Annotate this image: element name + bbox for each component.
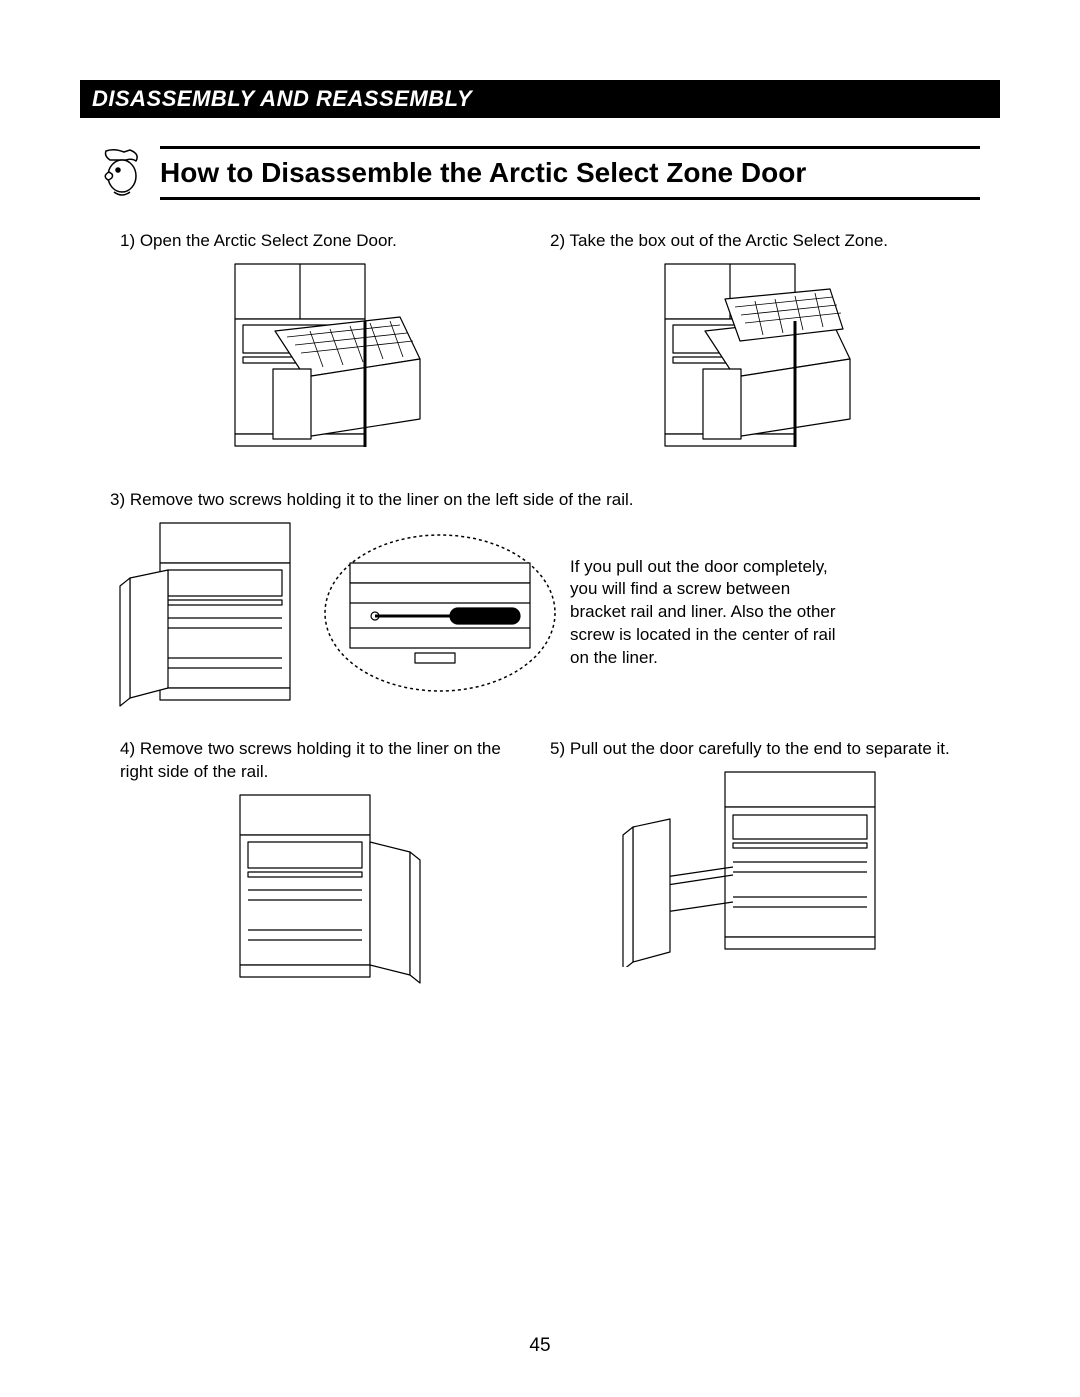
step-row-4-5: 4) Remove two screws holding it to the l… xyxy=(110,738,970,1020)
step-row-1-2: 1) Open the Arctic Select Zone Door. xyxy=(110,230,970,489)
figure-step-4-wrap xyxy=(120,790,530,990)
page-number: 45 xyxy=(0,1335,1080,1357)
figure-step-5-wrap xyxy=(550,767,960,967)
figure-step-2 xyxy=(645,259,865,459)
title-region: How to Disassemble the Arctic Select Zon… xyxy=(100,146,980,200)
figure-step-2-wrap xyxy=(550,259,960,459)
step-2-text: 2) Take the box out of the Arctic Select… xyxy=(550,230,960,253)
figure-step-1-wrap xyxy=(120,259,530,459)
step-5-text: 5) Pull out the door carefully to the en… xyxy=(550,738,960,761)
step-3-text: 3) Remove two screws holding it to the l… xyxy=(110,489,970,512)
step-1: 1) Open the Arctic Select Zone Door. xyxy=(110,230,540,489)
step-1-text: 1) Open the Arctic Select Zone Door. xyxy=(120,230,530,253)
step-2: 2) Take the box out of the Arctic Select… xyxy=(540,230,970,489)
title-block: How to Disassemble the Arctic Select Zon… xyxy=(160,146,980,200)
page-title: How to Disassemble the Arctic Select Zon… xyxy=(160,157,980,189)
figure-step-4 xyxy=(225,790,425,990)
figure-step-1 xyxy=(215,259,435,459)
step-5: 5) Pull out the door carefully to the en… xyxy=(540,738,970,1020)
figure-step-3-wrap: If you pull out the door completely, you… xyxy=(110,518,970,708)
step-3-note: If you pull out the door completely, you… xyxy=(570,556,850,671)
mascot-icon xyxy=(100,146,144,196)
figure-step-5 xyxy=(615,767,895,967)
step-3: 3) Remove two screws holding it to the l… xyxy=(110,489,970,708)
step-4: 4) Remove two screws holding it to the l… xyxy=(110,738,540,1020)
manual-page: DISASSEMBLY AND REASSEMBLY How to Disass… xyxy=(0,0,1080,1397)
figure-step-3-detail xyxy=(320,528,560,698)
figure-step-3-left xyxy=(110,518,310,708)
content-body: 1) Open the Arctic Select Zone Door. xyxy=(110,230,970,1020)
step-4-text: 4) Remove two screws holding it to the l… xyxy=(120,738,530,784)
section-header: DISASSEMBLY AND REASSEMBLY xyxy=(80,80,1000,118)
